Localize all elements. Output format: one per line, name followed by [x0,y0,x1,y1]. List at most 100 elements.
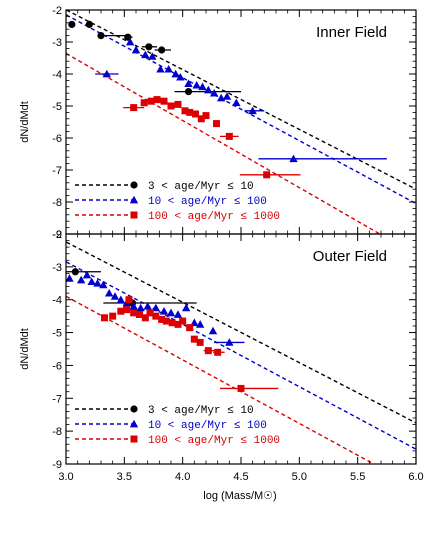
y-tick-label: -8 [52,197,62,209]
data-point [148,52,157,60]
data-point [186,108,194,116]
y-tick-label: -8 [52,426,62,438]
data-point [179,317,187,325]
data-point [166,308,176,317]
data-point [71,268,79,276]
y-tick-label: -2 [52,229,62,241]
legend-marker [130,405,138,413]
data-point [158,315,166,323]
data-point [110,292,120,300]
data-point [140,99,148,107]
data-point [156,65,165,73]
data-point [204,347,212,355]
panel-title: Inner Field [316,24,387,41]
legend-label: 100 < age/Myr ≤ 1000 [148,211,280,223]
fit-line [66,241,416,424]
data-point [184,88,193,96]
data-point [125,37,135,46]
y-tick-label: -4 [52,295,62,307]
y-tick-label: -2 [52,5,62,17]
x-tick-label: 5.0 [292,471,307,483]
data-point [214,348,222,356]
data-point [184,79,193,87]
y-tick-label: -6 [52,360,62,372]
legend-label: 10 < age/Myr ≤ 100 [148,420,267,432]
legend-marker [130,211,138,219]
data-point [197,115,205,123]
data-point [248,106,257,115]
panel-inner-field: -2 -3 -4 -5 -6 -7 -8 -9 Inner Field dN/dMdt 3 < ag… [19,5,417,241]
y-tick-label: -7 [52,165,62,177]
data-point [136,303,145,312]
legend-marker [129,419,139,428]
data-point [167,102,175,110]
data-point [208,326,218,335]
data-point [123,306,131,314]
x-axis-label: log (Mass/M☉) [203,490,276,502]
fit-line [66,52,382,234]
data-point [82,270,92,279]
data-point [162,317,170,325]
data-point [168,319,176,327]
data-point [196,338,204,346]
y-axis-label: dN/dMdt [19,101,31,143]
data-point [131,45,141,54]
data-point [76,275,86,284]
panel-outer-field: -2 -3 -4 -5 -6 -7 -8 -9 Outer Field dN/dMdt 3 < ag… [19,229,417,471]
x-tick-label: 4.5 [233,471,248,483]
fit-line [66,260,416,450]
data-point [225,338,234,346]
data-point [68,20,76,28]
data-point [192,81,201,89]
legend-marker [130,435,138,443]
data-point [143,302,152,310]
data-point [125,296,133,304]
data-point [202,112,210,120]
y-axis-label: dN/dMdt [19,328,31,370]
data-point [174,100,182,108]
data-point [181,303,191,312]
data-point [101,314,108,322]
data-point [141,314,149,322]
data-point [104,288,114,297]
y-tick-label: -9 [52,229,62,241]
panel-title: Outer Field [313,248,387,265]
data-point [87,277,96,286]
data-point [85,20,93,28]
x-tick-label: 5.5 [350,471,365,483]
data-point [141,50,150,59]
y-tick-label: -9 [52,459,62,471]
y-tick-label: -5 [52,328,62,340]
data-point [97,31,105,40]
data-point [145,43,153,51]
data-point [181,107,189,115]
data-point [116,295,126,304]
data-point [213,120,220,128]
data-point [130,309,138,317]
fit-line [66,295,376,464]
data-point [237,384,245,392]
data-point [109,312,117,320]
data-point [176,73,185,81]
data-point [173,310,183,318]
legend-marker [130,181,138,189]
data-point [198,82,207,91]
data-point [225,132,233,140]
y-tick-label: -5 [52,101,62,113]
data-point [117,307,125,315]
data-point [136,311,143,318]
plot-area [66,10,416,234]
legend-label: 100 < age/Myr ≤ 1000 [148,435,280,447]
y-tick-label: -4 [52,69,62,81]
data-point [164,65,173,73]
data-point [99,280,108,289]
data-point [186,324,194,332]
data-point [222,92,232,100]
data-point [190,335,198,343]
data-point [151,303,161,312]
data-point [158,46,166,54]
data-point [289,154,298,163]
legend: 3 < age/Myr ≤ 10 10 < age/Myr ≤ 100 100 < … [75,405,280,447]
data-point [159,307,169,315]
